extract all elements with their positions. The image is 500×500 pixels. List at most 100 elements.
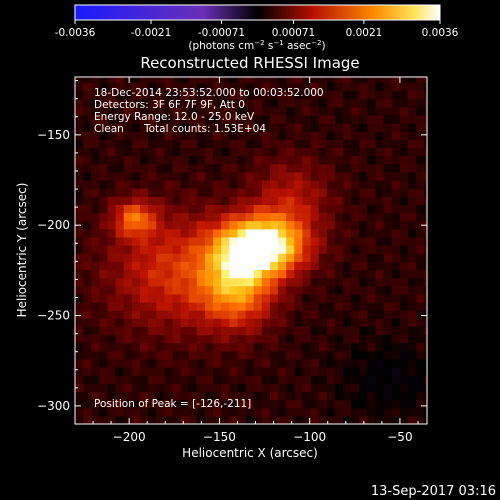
- heatmap-cell: [131, 155, 141, 165]
- heatmap-cell: [310, 383, 320, 392]
- heatmap-cell: [351, 367, 360, 376]
- heatmap-cell: [91, 334, 100, 344]
- heatmap-cell: [351, 212, 360, 222]
- heatmap-cell: [294, 318, 303, 327]
- heatmap-cell: [196, 98, 206, 108]
- heatmap-cell: [318, 228, 328, 238]
- heatmap-cell: [408, 367, 417, 376]
- heatmap-cell: [172, 90, 182, 100]
- heatmap-cell: [270, 310, 279, 319]
- heatmap-cell: [334, 310, 344, 319]
- heatmap-cell: [343, 77, 352, 83]
- heatmap-cell: [123, 155, 133, 165]
- heatmap-cell: [156, 90, 165, 100]
- heatmap-cell: [351, 407, 360, 417]
- heatmap-cell: [188, 310, 198, 319]
- heatmap-cell: [261, 350, 271, 360]
- heatmap-cell: [416, 123, 425, 132]
- heatmap-cell: [424, 375, 427, 384]
- heatmap-cell: [326, 277, 336, 287]
- heatmap-cell: [351, 415, 360, 424]
- heatmap-cell: [245, 115, 255, 124]
- heatmap-cell: [180, 326, 190, 336]
- heatmap-cell: [286, 163, 295, 173]
- heatmap-cell: [391, 391, 401, 401]
- heatmap-cell: [359, 302, 368, 311]
- heatmap-cell: [408, 383, 417, 392]
- heatmap-cell: [99, 131, 109, 140]
- heatmap-cell: [334, 334, 344, 344]
- heatmap-cell: [375, 367, 385, 376]
- heatmap-cell: [367, 342, 377, 352]
- heatmap-cell: [351, 334, 360, 344]
- heatmap-cell: [196, 253, 206, 262]
- heatmap-cell: [416, 293, 425, 303]
- heatmap-cell: [326, 261, 336, 270]
- heatmap-cell: [416, 90, 425, 100]
- heatmap-cell: [91, 188, 100, 197]
- heatmap-cell: [270, 90, 279, 100]
- heatmap-cell: [416, 399, 425, 409]
- heatmap-cell: [205, 220, 214, 230]
- heatmap-cell: [123, 302, 133, 311]
- heatmap-cell: [140, 171, 149, 181]
- heatmap-cell: [391, 131, 401, 140]
- heatmap-cell: [318, 342, 328, 352]
- heatmap-cell: [310, 236, 320, 246]
- heatmap-cell: [245, 407, 255, 417]
- heatmap-cell: [416, 228, 425, 238]
- heatmap-cell: [221, 269, 230, 279]
- heatmap-cell: [237, 236, 247, 246]
- heatmap-cell: [408, 204, 417, 214]
- heatmap-cell: [359, 367, 368, 376]
- heatmap-cell: [213, 293, 222, 303]
- heatmap-cell: [188, 342, 198, 352]
- heatmap-cell: [156, 188, 165, 197]
- heatmap-cell: [270, 261, 279, 270]
- heatmap-cell: [148, 155, 157, 165]
- heatmap-cell: [107, 285, 117, 295]
- heatmap-cell: [375, 293, 385, 303]
- heatmap-cell: [253, 326, 263, 336]
- heatmap-cell: [408, 106, 417, 116]
- heatmap-cell: [180, 342, 190, 352]
- heatmap-cell: [261, 399, 271, 409]
- heatmap-cell: [205, 106, 214, 116]
- heatmap-cell: [245, 196, 255, 205]
- heatmap-cell: [229, 115, 238, 124]
- heatmap-cell: [367, 115, 377, 124]
- heatmap-cell: [221, 358, 230, 368]
- heatmap-cell: [270, 342, 279, 352]
- heatmap-cell: [107, 98, 117, 108]
- heatmap-cell: [156, 171, 165, 181]
- heatmap-cell: [75, 163, 84, 173]
- heatmap-cell: [196, 115, 206, 124]
- heatmap-cell: [286, 98, 295, 108]
- heatmap-cell: [221, 228, 230, 238]
- heatmap-cell: [107, 391, 117, 401]
- heatmap-cell: [91, 90, 100, 100]
- heatmap-cell: [318, 106, 328, 116]
- heatmap-cell: [408, 358, 417, 368]
- heatmap-cell: [359, 236, 368, 246]
- heatmap-cell: [399, 383, 409, 392]
- heatmap-cell: [131, 293, 141, 303]
- heatmap-cell: [115, 302, 125, 311]
- heatmap-cell: [424, 350, 427, 360]
- heatmap-cell: [302, 228, 312, 238]
- heatmap-cell: [310, 82, 320, 92]
- heatmap-cell: [229, 318, 238, 327]
- heatmap-cell: [375, 90, 385, 100]
- heatmap-cell: [83, 163, 92, 173]
- heatmap-cell: [245, 171, 255, 181]
- heatmap-cell: [164, 90, 174, 100]
- heatmap-cell: [156, 220, 165, 230]
- heatmap-cell: [75, 212, 84, 222]
- heatmap-cell: [131, 212, 141, 222]
- heatmap-cell: [213, 342, 222, 352]
- heatmap-cell: [221, 90, 230, 100]
- heatmap-cell: [334, 326, 344, 336]
- heatmap-cell: [399, 139, 409, 149]
- heatmap-cell: [140, 334, 149, 344]
- heatmap-cell: [156, 155, 165, 165]
